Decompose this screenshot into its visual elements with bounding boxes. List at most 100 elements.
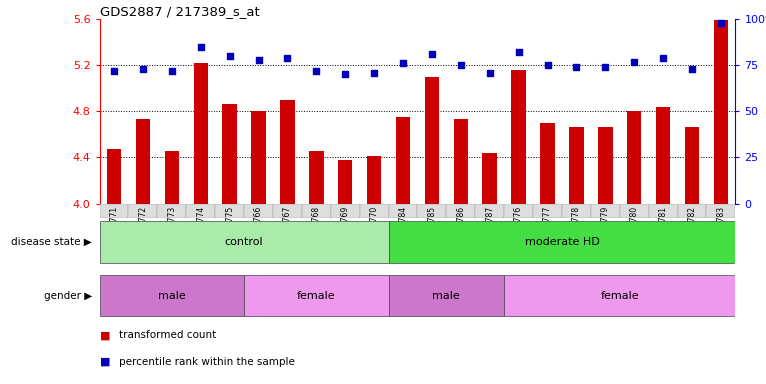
Bar (540, 123, 555, 204)
Text: male: male (158, 291, 185, 301)
Text: female: female (297, 291, 336, 301)
Bar (656, 107, 670, 204)
Point (686, 66, 698, 72)
Bar (706, 204, 735, 218)
Bar (244, 275, 388, 316)
Bar (129, 204, 157, 218)
Text: GSM217778: GSM217778 (572, 206, 581, 252)
Text: GSM217776: GSM217776 (514, 206, 523, 252)
Point (224, 53, 236, 59)
Bar (251, 111, 266, 204)
Text: GSM217787: GSM217787 (485, 206, 494, 252)
Point (195, 44, 207, 50)
Point (397, 60, 409, 66)
Text: GSM217784: GSM217784 (398, 206, 408, 252)
Bar (106, 149, 121, 204)
Text: moderate HD: moderate HD (525, 237, 599, 247)
Bar (244, 204, 273, 218)
Bar (591, 204, 620, 218)
Bar (627, 111, 641, 204)
Bar (388, 221, 735, 263)
Text: GSM217782: GSM217782 (688, 206, 696, 252)
Bar (367, 156, 381, 204)
Bar (100, 275, 244, 316)
Bar (447, 204, 475, 218)
Bar (424, 77, 439, 204)
Bar (388, 204, 417, 218)
Point (310, 68, 322, 74)
Point (483, 70, 496, 76)
Bar (331, 204, 360, 218)
Bar (685, 127, 699, 204)
Bar (165, 151, 179, 204)
Text: GSM217779: GSM217779 (601, 206, 610, 252)
Text: GSM217773: GSM217773 (167, 206, 176, 252)
Text: GSM217768: GSM217768 (312, 206, 321, 252)
Text: disease state ▶: disease state ▶ (11, 237, 92, 247)
Bar (475, 204, 504, 218)
Point (455, 62, 467, 68)
Bar (714, 20, 728, 204)
Text: GSM217785: GSM217785 (427, 206, 437, 252)
Point (542, 62, 554, 68)
Bar (483, 153, 497, 204)
Bar (533, 204, 562, 218)
Point (137, 66, 149, 72)
Text: GSM217783: GSM217783 (716, 206, 725, 252)
Bar (100, 204, 129, 218)
Bar (620, 204, 649, 218)
Bar (136, 119, 150, 204)
Point (368, 70, 380, 76)
Bar (273, 204, 302, 218)
Bar (194, 63, 208, 204)
Text: ■: ■ (100, 330, 110, 340)
Text: transformed count: transformed count (119, 330, 216, 340)
Text: GSM217770: GSM217770 (370, 206, 378, 252)
Point (715, 20, 727, 26)
Bar (100, 221, 388, 263)
Bar (396, 117, 411, 204)
Bar (569, 127, 584, 204)
Bar (280, 100, 295, 204)
Text: GSM217781: GSM217781 (659, 206, 668, 252)
Bar (309, 151, 323, 204)
Bar (562, 204, 591, 218)
Bar (338, 160, 352, 204)
Point (628, 58, 640, 65)
Text: GSM217769: GSM217769 (341, 206, 350, 252)
Bar (649, 204, 678, 218)
Bar (157, 204, 186, 218)
Bar (388, 275, 504, 316)
Text: GSM217775: GSM217775 (225, 206, 234, 252)
Bar (504, 275, 735, 316)
Text: GSM217777: GSM217777 (543, 206, 552, 252)
Bar (302, 204, 331, 218)
Bar (678, 204, 706, 218)
Text: female: female (601, 291, 639, 301)
Text: GSM217766: GSM217766 (254, 206, 263, 252)
Point (252, 57, 265, 63)
Text: GSM217771: GSM217771 (110, 206, 119, 252)
Point (512, 49, 525, 55)
Point (570, 64, 582, 70)
Text: gender ▶: gender ▶ (44, 291, 92, 301)
Point (426, 51, 438, 57)
Text: male: male (433, 291, 460, 301)
Point (165, 68, 178, 74)
Text: GSM217772: GSM217772 (139, 206, 147, 252)
Bar (598, 127, 613, 204)
Text: control: control (224, 237, 264, 247)
Bar (222, 104, 237, 204)
Point (657, 55, 669, 61)
Bar (360, 204, 388, 218)
Text: GSM217774: GSM217774 (196, 206, 205, 252)
Text: ■: ■ (100, 357, 110, 367)
Text: GDS2887 / 217389_s_at: GDS2887 / 217389_s_at (100, 5, 260, 18)
Bar (453, 119, 468, 204)
Point (339, 71, 352, 78)
Point (108, 68, 120, 74)
Bar (186, 204, 215, 218)
Bar (504, 204, 533, 218)
Point (599, 64, 611, 70)
Text: percentile rank within the sample: percentile rank within the sample (119, 357, 295, 367)
